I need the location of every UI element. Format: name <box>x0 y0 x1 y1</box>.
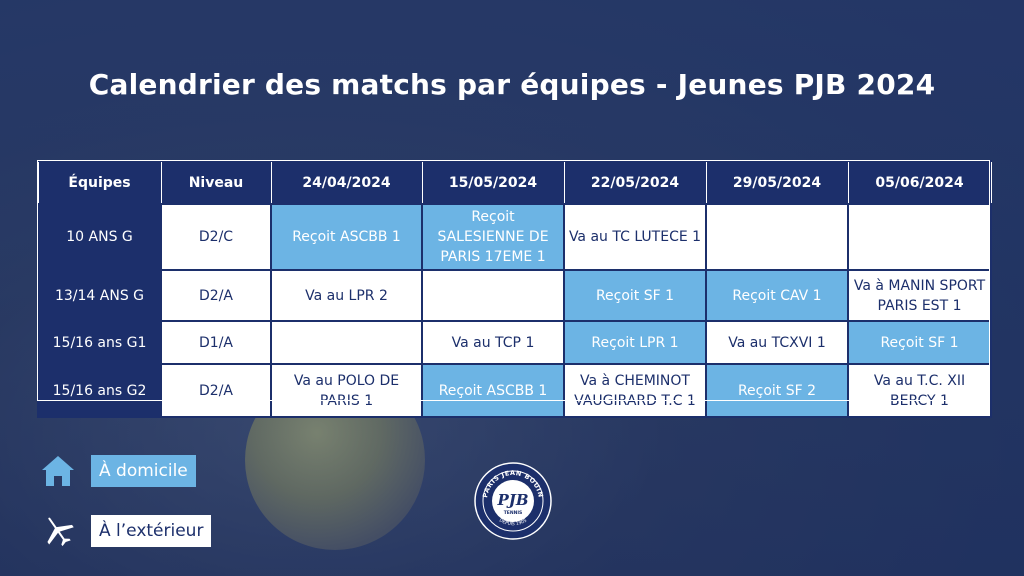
match-cell <box>421 269 565 322</box>
header-date: 22/05/2024 <box>563 160 707 205</box>
match-cell: Va au TCXVI 1 <box>705 320 849 365</box>
schedule-table: Équipes Niveau 24/04/2024 15/05/2024 22/… <box>37 160 992 418</box>
match-cell: Reçoit ASCBB 1 <box>270 203 423 271</box>
page-title: Calendrier des matchs par équipes - Jeun… <box>88 68 936 101</box>
match-cell: Va au LPR 2 <box>270 269 423 322</box>
match-cell: Reçoit CAV 1 <box>705 269 849 322</box>
airplane-icon <box>40 513 76 549</box>
pjb-club-logo: PARIS JEAN BOUIN PJB TENNIS DEPUIS 1905 <box>474 462 552 540</box>
table-row: 10 ANS G D2/C Reçoit ASCBB 1 Reçoit SALE… <box>37 203 992 271</box>
match-cell: Va à CHEMINOT VAUGIRARD T.C 1 <box>563 363 707 418</box>
match-cell: Va au POLO DE PARIS 1 <box>270 363 423 418</box>
match-cell: Reçoit SALESIENNE DE PARIS 17EME 1 <box>421 203 565 271</box>
header-date: 29/05/2024 <box>705 160 849 205</box>
match-cell: Reçoit ASCBB 1 <box>421 363 565 418</box>
header-date: 24/04/2024 <box>270 160 423 205</box>
match-cell: Va au T.C. XII BERCY 1 <box>847 363 992 418</box>
logo-sub-text: TENNIS <box>504 510 523 516</box>
logo-bottom-text: DEPUIS 1905 <box>498 517 528 527</box>
match-cell: Reçoit SF 1 <box>847 320 992 365</box>
logo-monogram: PJB <box>496 491 528 509</box>
table-row: 15/16 ans G1 D1/A Va au TCP 1 Reçoit LPR… <box>37 320 992 365</box>
match-cell: Reçoit SF 2 <box>705 363 849 418</box>
match-cell: Va à MANIN SPORT PARIS EST 1 <box>847 269 992 322</box>
header-date: 05/06/2024 <box>847 160 992 205</box>
team-cell: 15/16 ans G1 <box>37 320 162 365</box>
match-cell: Reçoit LPR 1 <box>563 320 707 365</box>
level-cell: D1/A <box>160 320 272 365</box>
house-icon <box>40 453 76 489</box>
legend-home: À domicile <box>40 453 196 489</box>
team-cell: 10 ANS G <box>37 203 162 271</box>
header-date: 15/05/2024 <box>421 160 565 205</box>
legend-away: À l’extérieur <box>40 513 212 549</box>
svg-text:DEPUIS 1905: DEPUIS 1905 <box>498 517 528 527</box>
match-cell: Va au TCP 1 <box>421 320 565 365</box>
team-cell: 15/16 ans G2 <box>37 363 162 418</box>
table-header-row: Équipes Niveau 24/04/2024 15/05/2024 22/… <box>37 160 992 205</box>
level-cell: D2/A <box>160 363 272 418</box>
legend-home-label: À domicile <box>91 455 196 487</box>
level-cell: D2/A <box>160 269 272 322</box>
table-row: 15/16 ans G2 D2/A Va au POLO DE PARIS 1 … <box>37 363 992 418</box>
match-cell: Reçoit SF 1 <box>563 269 707 322</box>
match-cell <box>847 203 992 271</box>
match-cell <box>705 203 849 271</box>
team-cell: 13/14 ANS G <box>37 269 162 322</box>
level-cell: D2/C <box>160 203 272 271</box>
match-cell: Va au TC LUTECE 1 <box>563 203 707 271</box>
header-teams: Équipes <box>37 160 162 205</box>
match-cell <box>270 320 423 365</box>
header-level: Niveau <box>160 160 272 205</box>
table-row: 13/14 ANS G D2/A Va au LPR 2 Reçoit SF 1… <box>37 269 992 322</box>
legend-away-label: À l’extérieur <box>91 515 212 547</box>
